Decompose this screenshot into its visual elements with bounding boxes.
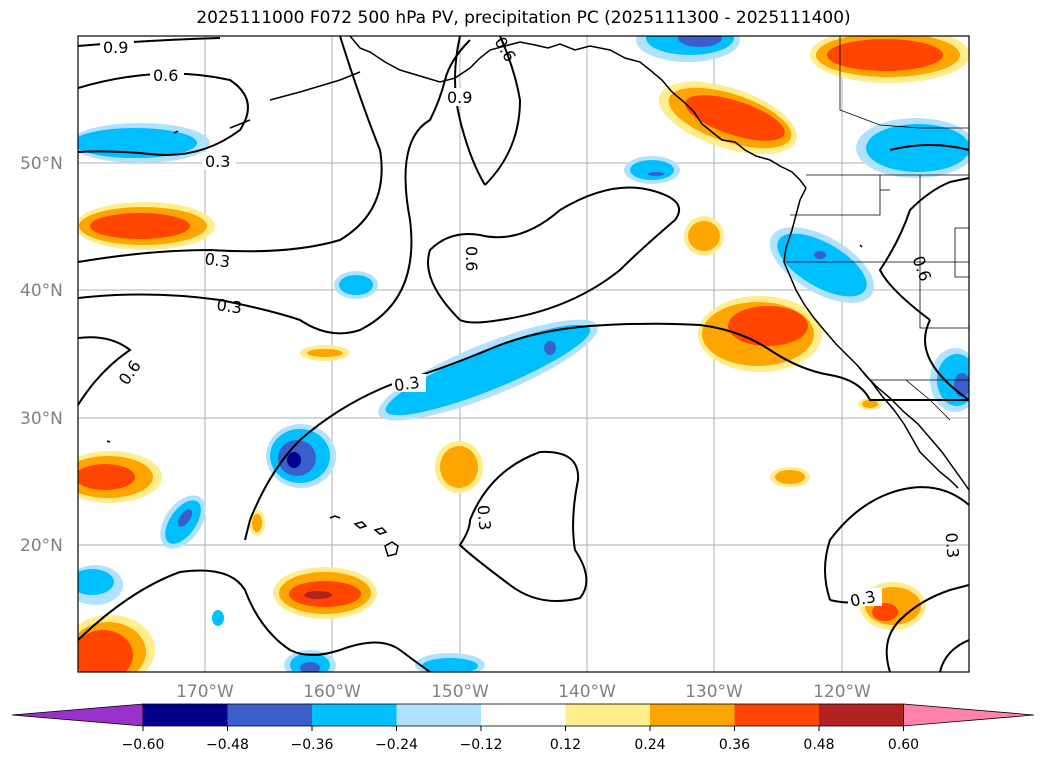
colorbar-tick-label: −0.24 bbox=[375, 737, 418, 753]
colorbar-frame bbox=[142, 703, 904, 727]
lat-label: 20°N bbox=[20, 536, 63, 556]
positive-precip-anomaly bbox=[78, 36, 969, 672]
colorbar-tick-label: −0.48 bbox=[206, 737, 249, 753]
lat-label: 50°N bbox=[20, 154, 63, 174]
contour-label: 0.3 bbox=[941, 532, 962, 559]
contour-label: 0.3 bbox=[393, 373, 421, 395]
lat-label: 40°N bbox=[20, 281, 63, 301]
colorbar-tick-label: 0.60 bbox=[888, 737, 919, 753]
colorbar-tick-label: 0.12 bbox=[550, 737, 581, 753]
colorbar-segment bbox=[650, 704, 735, 726]
contour-label: 0.9 bbox=[103, 38, 128, 57]
colorbar-extend-left bbox=[11, 703, 144, 727]
longitude-labels: 170°W 160°W 150°W 140°W 130°W 120°W bbox=[176, 682, 871, 702]
lon-label: 150°W bbox=[431, 682, 489, 702]
contour-label: 0.3 bbox=[473, 504, 494, 531]
colorbar-segment bbox=[143, 704, 228, 726]
negative-precip-anomaly bbox=[78, 36, 969, 672]
political-borders bbox=[786, 36, 969, 421]
colorbar-extend-right bbox=[903, 703, 1035, 727]
colorbar-segment bbox=[396, 704, 482, 726]
map-frame bbox=[77, 35, 970, 673]
colorbar-tick-label: −0.12 bbox=[460, 737, 503, 753]
colorbar-segment bbox=[565, 704, 651, 726]
contour-label: 0.3 bbox=[203, 249, 231, 271]
contour-labels: 0.9 0.6 0.9 0.6 0.3 0.3 0.6 0.3 0.6 0.3 … bbox=[100, 34, 963, 611]
contour-label: 0.3 bbox=[215, 295, 243, 317]
lon-label: 170°W bbox=[176, 682, 234, 702]
colorbar-tick-label: −0.60 bbox=[122, 737, 165, 753]
contour-label: 0.6 bbox=[153, 66, 178, 85]
pv-contours bbox=[78, 36, 969, 672]
lon-label: 160°W bbox=[303, 682, 361, 702]
colorbar bbox=[11, 703, 1035, 727]
colorbar-ticks: −0.60 −0.48 −0.36 −0.24 −0.12 0.12 0.24 0.36 0.4… bbox=[122, 726, 919, 753]
precipitation-fill bbox=[78, 36, 969, 672]
colorbar-tick-label: 0.24 bbox=[634, 737, 665, 753]
contour-label: 0.9 bbox=[447, 88, 472, 107]
latitude-labels: 50°N 40°N 30°N 20°N bbox=[20, 154, 63, 556]
colorbar-segment bbox=[312, 704, 397, 726]
lon-label: 120°W bbox=[813, 682, 871, 702]
colorbar-segment bbox=[481, 704, 566, 726]
colorbar-tick-label: −0.36 bbox=[291, 737, 334, 753]
lon-label: 130°W bbox=[685, 682, 743, 702]
contour-label: 0.3 bbox=[205, 152, 230, 171]
colorbar-tick-label: 0.48 bbox=[803, 737, 834, 753]
colorbar-segment bbox=[734, 704, 820, 726]
colorbar-segment bbox=[819, 704, 904, 726]
coastlines bbox=[106, 36, 969, 557]
contour-label: 0.6 bbox=[462, 246, 481, 271]
colorbar-segment bbox=[227, 704, 313, 726]
map-title: 2025111000 F072 500 hPa PV, precipitatio… bbox=[196, 8, 851, 28]
contour-label: 0.3 bbox=[848, 587, 877, 611]
lon-label: 140°W bbox=[558, 682, 616, 702]
lat-label: 30°N bbox=[20, 409, 63, 429]
colorbar-tick-label: 0.36 bbox=[719, 737, 750, 753]
